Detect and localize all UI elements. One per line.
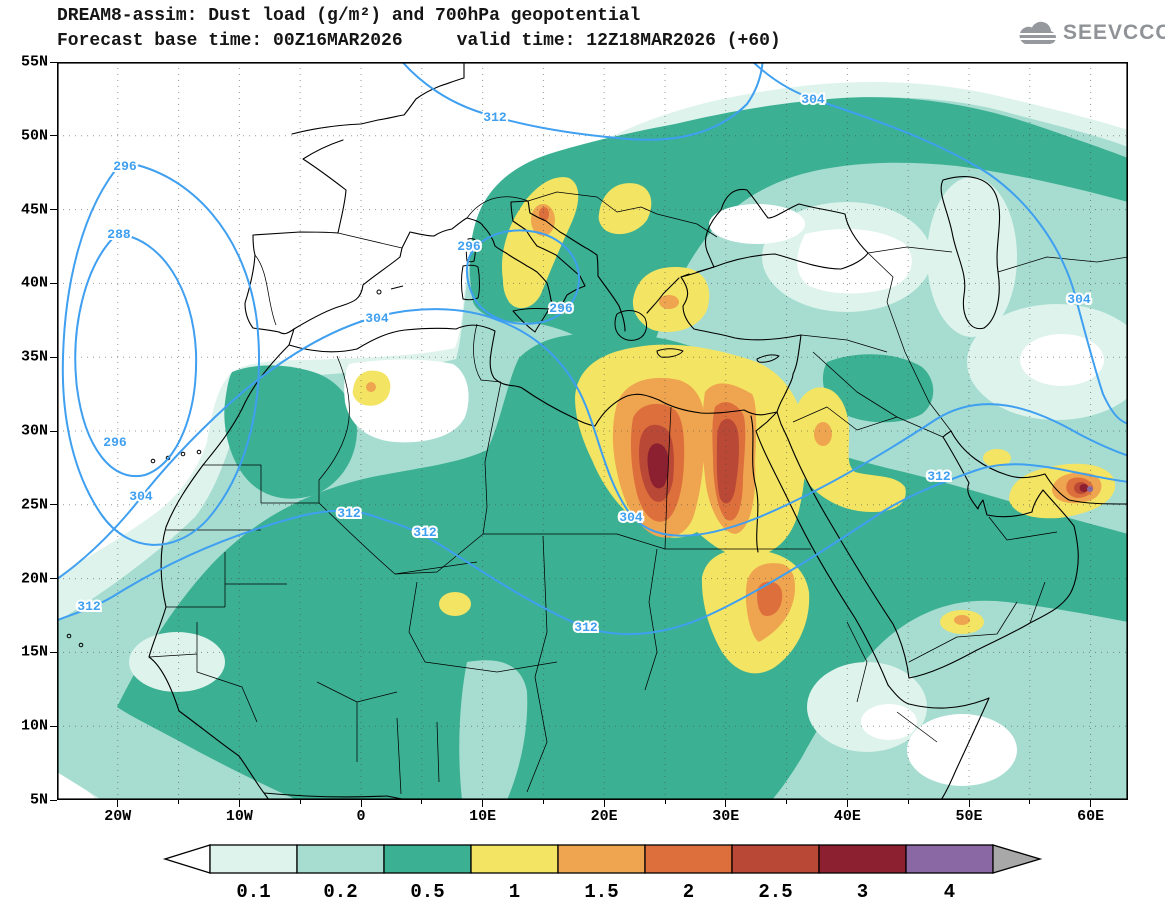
colorbar-arrow-right (992, 844, 1043, 874)
y-axis-label: 10N (20, 717, 48, 735)
contour-label: 304 (365, 311, 389, 326)
axis-tick (117, 800, 119, 807)
x-axis-label: 50E (955, 808, 983, 825)
colorbar-label: 0.2 (323, 881, 357, 903)
chart-subtitle: Forecast base time: 00Z16MAR2026 valid t… (57, 31, 781, 51)
axis-tick (50, 578, 57, 580)
axis-tick (360, 800, 362, 807)
colorbar-label: 4 (944, 881, 955, 903)
y-axis-label: 40N (20, 274, 48, 292)
colorbar-label: 2 (683, 881, 694, 903)
x-axis-label: 20W (104, 808, 132, 825)
colorbar: 0.1 0.2 0.5 1 1.5 2 2.5 3 4 (162, 844, 1043, 903)
axis-tick (725, 800, 727, 807)
colorbar-label: 1.5 (584, 881, 618, 903)
colorbar-segment (644, 844, 733, 874)
axis-tick (846, 800, 848, 807)
axis-tick (50, 725, 57, 727)
logo: SEEVCCC (1014, 18, 1165, 48)
cloud-logo-icon (1016, 21, 1058, 45)
colorbar-arrow-left (162, 844, 211, 874)
axis-tick (50, 651, 57, 653)
contour-label: 288 (107, 227, 131, 242)
axis-tick (178, 800, 180, 804)
colorbar-label: 3 (857, 881, 868, 903)
colorbar-label: 0.5 (410, 881, 444, 903)
colorbar-segment (383, 844, 472, 874)
contour-label: 312 (413, 525, 437, 540)
axis-tick (50, 61, 57, 63)
colorbar-segment (818, 844, 907, 874)
axis-tick (664, 800, 666, 804)
axis-tick (238, 800, 240, 807)
x-axis-label: 60E (1077, 808, 1105, 825)
contour-label: 304 (1067, 292, 1091, 307)
colorbar-segment (209, 844, 298, 874)
axis-tick (786, 800, 788, 804)
axis-tick (299, 800, 301, 804)
axis-tick (50, 135, 57, 137)
x-axis-label: 10E (469, 808, 497, 825)
contour-label: 304 (129, 489, 153, 504)
axis-tick (603, 800, 605, 807)
axis-tick (542, 800, 544, 804)
geopotential-contours (57, 62, 1128, 636)
contour-label: 296 (549, 301, 573, 316)
colorbar-segment (470, 844, 559, 874)
axis-tick (50, 799, 57, 801)
y-axis-label: 35N (20, 348, 48, 366)
axis-tick (482, 800, 484, 807)
contour-labels: 296 288 296 304 312 304 296 296 312 304 304 312 312 3… (75, 90, 1093, 637)
contour-label: 312 (337, 506, 361, 521)
x-axis-label: 0 (356, 808, 366, 825)
axis-tick (907, 800, 909, 804)
colorbar-segment (557, 844, 646, 874)
axis-tick (50, 282, 57, 284)
x-axis-label: 40E (833, 808, 861, 825)
axis-tick (50, 504, 57, 506)
contour-label: 304 (801, 92, 825, 107)
y-axis-label: 30N (20, 422, 48, 440)
axis-tick (50, 209, 57, 211)
colorbar-segment (296, 844, 385, 874)
dust-load-layer (57, 82, 1128, 800)
x-axis-label: 20E (590, 808, 618, 825)
y-axis-label: 20N (20, 570, 48, 588)
contour-label: 312 (574, 620, 598, 635)
y-axis-label: 15N (20, 643, 48, 661)
axis-tick (50, 356, 57, 358)
colorbar-label: 1 (509, 881, 520, 903)
map-plot: 296 288 296 304 312 304 296 296 312 304 304 312 312 3… (57, 62, 1128, 800)
contour-label: 312 (927, 469, 951, 484)
contour-label: 312 (77, 599, 101, 614)
contour-label: 304 (619, 510, 643, 525)
logo-text: SEEVCCC (1063, 21, 1165, 44)
plot-frame (57, 62, 1128, 800)
x-axis-label: 30E (712, 808, 740, 825)
y-axis-label: 25N (20, 496, 48, 514)
contour-label: 312 (483, 110, 507, 125)
contour-label: 296 (113, 159, 137, 174)
country-borders (148, 191, 1128, 795)
colorbar-segment (731, 844, 820, 874)
colorbar-segment (905, 844, 994, 874)
axis-tick (968, 800, 970, 807)
colorbar-label: 2.5 (758, 881, 792, 903)
y-axis-label: 55N (20, 53, 48, 71)
contour-label: 296 (457, 239, 481, 254)
chart-title: DREAM8-assim: Dust load (g/m²) and 700hP… (57, 6, 641, 26)
y-axis-label: 5N (29, 791, 48, 809)
y-axis-label: 45N (20, 201, 48, 219)
colorbar-label: 0.1 (236, 881, 270, 903)
axis-tick (50, 430, 57, 432)
y-axis-label: 50N (20, 127, 48, 145)
coastlines (66, 62, 1128, 800)
x-axis-label: 10W (225, 808, 253, 825)
contour-label: 296 (103, 435, 127, 450)
axis-tick (1090, 800, 1092, 807)
axis-tick (1029, 800, 1031, 804)
axis-tick (421, 800, 423, 804)
